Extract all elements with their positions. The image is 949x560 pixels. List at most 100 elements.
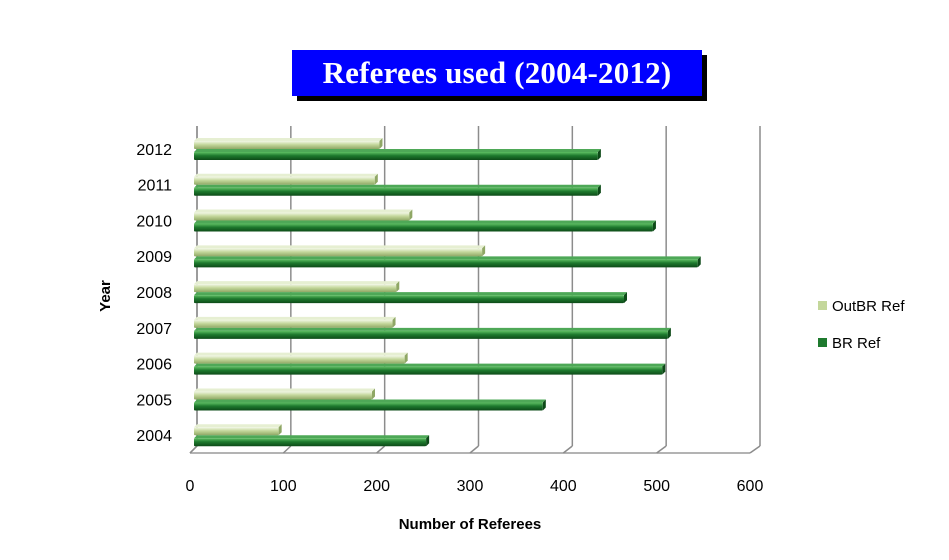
bar-front-face: [194, 141, 380, 149]
bar-br-ref-2009: [194, 256, 701, 268]
bar-top-face: [194, 281, 400, 285]
bar-top-face: [194, 292, 627, 296]
bar-outbr-ref-2008: [194, 281, 400, 293]
bar-top-face: [194, 173, 378, 177]
bar-front-face: [194, 212, 410, 221]
bar-br-ref-2008: [194, 292, 627, 304]
bar-end-cap: [374, 173, 378, 185]
y-tick-label: 2006: [136, 357, 172, 374]
y-tick-label: 2011: [138, 178, 173, 195]
bar-outbr-ref-2010: [194, 209, 413, 221]
y-tick-label: 2012: [136, 142, 172, 159]
bar-front-face: [194, 187, 598, 196]
legend: OutBR Ref BR Ref: [818, 298, 905, 352]
bar-top-face: [194, 316, 396, 320]
bars: [194, 138, 701, 447]
legend-swatch: [818, 301, 827, 310]
bar-end-cap: [662, 363, 666, 375]
legend-swatch: [818, 338, 827, 347]
gridline-floor: [376, 445, 386, 454]
bar-top-face: [194, 149, 601, 152]
bar-top-face: [194, 327, 671, 331]
bar-front-face: [194, 319, 393, 328]
bar-end-cap: [379, 138, 383, 149]
bar-front-face: [194, 223, 653, 232]
bar-br-ref-2005: [194, 399, 546, 411]
bar-front-face: [194, 427, 279, 436]
bar-top-face: [194, 363, 666, 367]
bar-end-cap: [396, 281, 400, 293]
bar-top-face: [194, 245, 486, 249]
gridline-floor: [189, 445, 198, 454]
x-tick-label: 0: [186, 478, 195, 495]
legend-label: BR Ref: [832, 335, 881, 352]
bar-br-ref-2010: [194, 220, 656, 232]
bar-end-cap: [426, 435, 430, 447]
bar-top-face: [194, 220, 656, 224]
bar-top-face: [194, 388, 375, 392]
bar-end-cap: [404, 352, 408, 364]
bar-outbr-ref-2005: [194, 388, 375, 400]
bar-front-face: [194, 366, 663, 375]
x-tick-label: 600: [737, 478, 764, 495]
y-axis-title: Year: [97, 280, 114, 312]
bar-outbr-ref-2007: [194, 316, 396, 328]
bar-br-ref-2011: [194, 184, 601, 196]
bar-end-cap: [667, 327, 671, 339]
y-tick-labels: 2004 2005 2006 2007 2008 2009 2010 2011 2012: [136, 142, 172, 445]
bar-br-ref-2004: [194, 435, 430, 447]
gridline-floor: [282, 445, 292, 454]
gridline-floor: [656, 445, 667, 454]
bar-end-cap: [482, 245, 486, 257]
bar-front-face: [194, 176, 375, 185]
bar-top-face: [194, 435, 430, 439]
bar-front-face: [194, 330, 668, 339]
bar-front-face: [194, 402, 543, 411]
bar-end-cap: [597, 149, 601, 160]
bar-front-face: [194, 259, 698, 268]
bar-end-cap: [409, 209, 413, 221]
bar-end-cap: [597, 184, 601, 196]
x-tick-labels: 0 100 200 300 400 500 600: [186, 478, 764, 495]
bar-end-cap: [542, 399, 546, 411]
bar-top-face: [194, 209, 413, 213]
y-tick-label: 2004: [136, 428, 172, 445]
bar-front-face: [194, 284, 397, 293]
gridline-floor: [562, 445, 573, 454]
bar-outbr-ref-2011: [194, 173, 378, 185]
x-tick-label: 100: [270, 478, 297, 495]
bar-end-cap: [652, 220, 656, 232]
bar-top-face: [194, 352, 408, 356]
bar-outbr-ref-2006: [194, 352, 408, 364]
bar-top-face: [194, 424, 282, 428]
bar-br-ref-2007: [194, 327, 671, 339]
bar-top-face: [194, 138, 383, 141]
x-tick-label: 500: [643, 478, 670, 495]
y-tick-label: 2008: [136, 285, 172, 302]
bar-front-face: [194, 391, 372, 400]
gridline-floor: [749, 445, 761, 454]
bar-br-ref-2012: [194, 149, 601, 160]
chart-title-box: Referees used (2004-2012): [292, 50, 702, 96]
bar-front-face: [194, 355, 405, 364]
x-tick-label: 300: [457, 478, 484, 495]
x-tick-label: 400: [550, 478, 577, 495]
y-tick-label: 2010: [136, 213, 172, 230]
bar-front-face: [194, 152, 598, 160]
y-tick-label: 2005: [136, 392, 172, 409]
bar-end-cap: [278, 424, 282, 436]
bar-front-face: [194, 248, 483, 257]
bar-end-cap: [392, 316, 396, 328]
bar-front-face: [194, 438, 427, 447]
bar-outbr-ref-2012: [194, 138, 383, 149]
bar-outbr-ref-2004: [194, 424, 282, 436]
x-tick-label: 200: [363, 478, 390, 495]
bar-outbr-ref-2009: [194, 245, 486, 257]
bar-top-face: [194, 184, 601, 188]
legend-label: OutBR Ref: [832, 298, 905, 315]
bar-end-cap: [624, 292, 627, 304]
chart-title: Referees used (2004-2012): [322, 55, 672, 90]
x-axis-title: Number of Referees: [399, 516, 542, 533]
y-tick-label: 2009: [136, 249, 172, 266]
